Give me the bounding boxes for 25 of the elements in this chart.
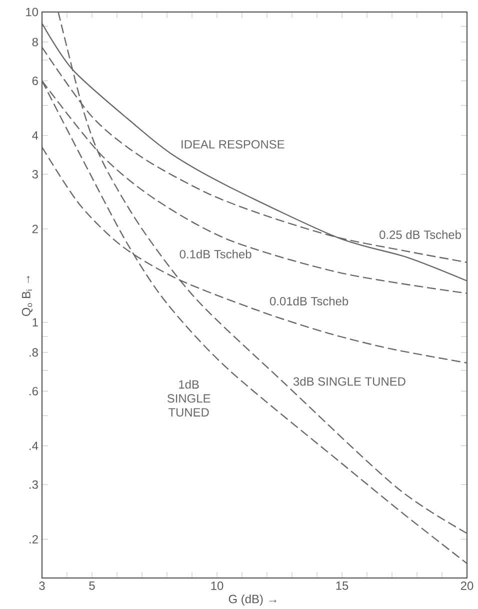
- series-label: IDEAL RESPONSE: [182, 140, 284, 149]
- series-label: 3dB SINGLE TUNED: [293, 376, 406, 386]
- y-tick-label: 10: [26, 8, 38, 16]
- series-label: 1dB SINGLE TUNED: [167, 380, 210, 417]
- y-axis-title: Q$_{o}$ B$_{i}$ →: [22, 276, 33, 316]
- x-tick-label: 10: [211, 582, 224, 590]
- x-tick-label: 5: [89, 582, 95, 590]
- x-tick-label: 3: [39, 582, 45, 590]
- x-tick-label: 15: [336, 582, 348, 590]
- y-tick-label: .6: [30, 386, 38, 396]
- y-tick-label: .8: [30, 348, 38, 357]
- series-label: 0.1dB Tscheb: [180, 250, 252, 258]
- y-tick-label: 4: [32, 131, 38, 140]
- y-tick-label: 3: [32, 170, 38, 178]
- y-tick-label: .4: [30, 442, 38, 450]
- y-tick-label: .2: [30, 535, 38, 544]
- y-tick-label: .3: [30, 480, 38, 489]
- x-axis-title: G (dB) →: [228, 594, 276, 606]
- y-tick-label: 6: [32, 76, 38, 86]
- series-label: 0.25 dB Tscheb: [380, 230, 461, 239]
- y-tick-label: 2: [32, 224, 38, 234]
- y-tick-label: 1: [32, 318, 38, 326]
- y-tick-label: 8: [32, 38, 38, 46]
- x-tick-label: 20: [460, 582, 474, 590]
- series-label: 0.01dB Tscheb: [270, 296, 348, 306]
